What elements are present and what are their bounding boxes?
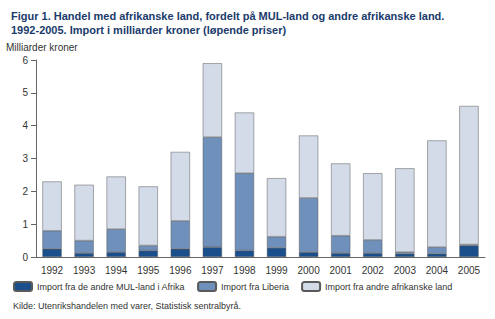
- svg-text:1992-2005. Import i milliarder: 1992-2005. Import i milliarder kroner (l…: [11, 24, 286, 36]
- svg-text:1997: 1997: [201, 265, 224, 276]
- svg-text:1994: 1994: [105, 265, 128, 276]
- svg-text:2: 2: [22, 186, 28, 197]
- svg-text:0: 0: [22, 252, 28, 263]
- svg-text:1992: 1992: [41, 265, 64, 276]
- svg-text:1999: 1999: [265, 265, 288, 276]
- svg-text:Import fra Liberia: Import fra Liberia: [221, 282, 289, 292]
- svg-text:Kilde: Utenrikshandelen med va: Kilde: Utenrikshandelen med varer, Stati…: [13, 301, 241, 311]
- svg-text:2005: 2005: [458, 265, 481, 276]
- svg-text:Import fra andre afrikanske la: Import fra andre afrikanske land: [325, 282, 452, 292]
- svg-text:Figur 1. Handel med afrikanske: Figur 1. Handel med afrikanske land, for…: [11, 10, 444, 22]
- svg-text:2002: 2002: [362, 265, 385, 276]
- svg-text:2004: 2004: [426, 265, 449, 276]
- svg-text:1996: 1996: [169, 265, 192, 276]
- svg-text:2000: 2000: [297, 265, 320, 276]
- svg-text:1993: 1993: [73, 265, 96, 276]
- svg-text:6: 6: [22, 55, 28, 66]
- svg-text:1995: 1995: [137, 265, 160, 276]
- svg-text:4: 4: [22, 120, 28, 131]
- svg-text:2003: 2003: [394, 265, 417, 276]
- svg-text:5: 5: [22, 87, 28, 98]
- svg-text:1: 1: [22, 219, 28, 230]
- svg-text:Import fra de andre MUL-land i: Import fra de andre MUL-land i Afrika: [37, 282, 185, 292]
- svg-text:2001: 2001: [330, 265, 353, 276]
- svg-text:3: 3: [22, 153, 28, 164]
- svg-text:1998: 1998: [233, 265, 256, 276]
- svg-text:Milliarder kroner: Milliarder kroner: [6, 42, 78, 53]
